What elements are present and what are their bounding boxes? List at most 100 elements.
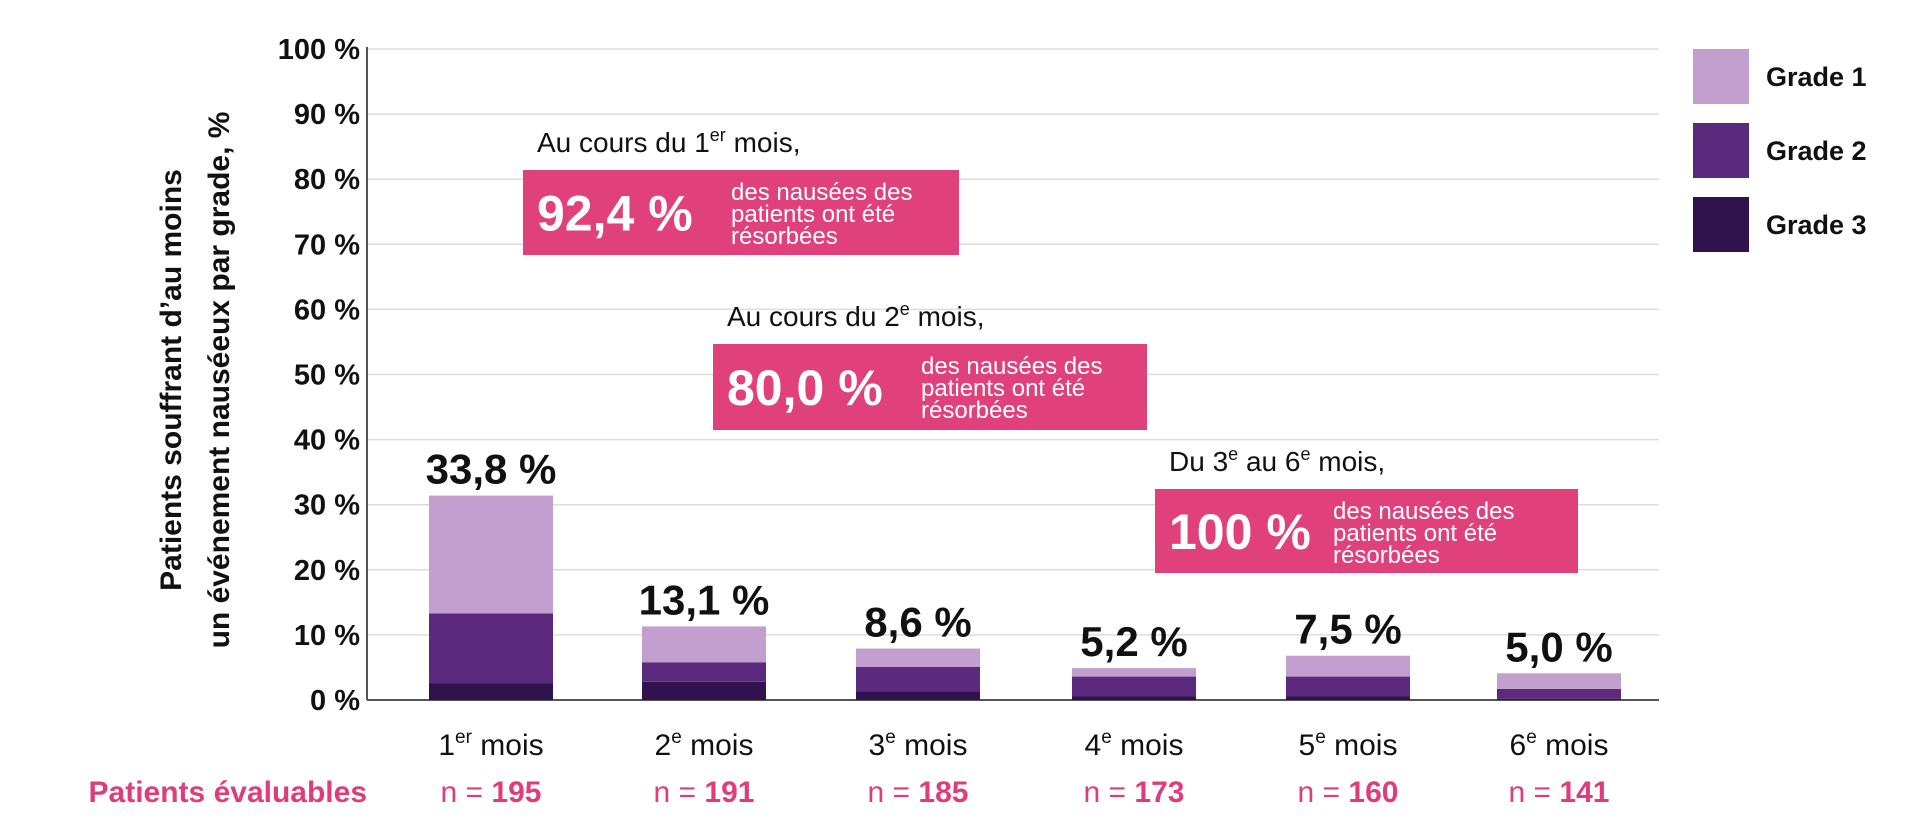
- n-value: 141: [1559, 776, 1609, 809]
- bar-total-label: 8,6 %: [864, 599, 971, 646]
- bar-segment-grade-2: [1072, 676, 1196, 697]
- x-tick-rest: mois: [472, 729, 544, 762]
- y-axis-title-line: Patients souffrant d’au moins: [155, 169, 188, 591]
- y-tick-label: 80 %: [294, 164, 360, 196]
- y-tick-label: 60 %: [294, 294, 360, 326]
- n-prefix: n =: [1298, 776, 1349, 809]
- x-tick-num: 3: [869, 729, 886, 762]
- bar-segment-grade-3: [1072, 696, 1196, 700]
- bar-total-label: 13,1 %: [639, 576, 770, 623]
- annotation-text-line: résorbées: [731, 223, 838, 250]
- x-tick-rest: mois: [1326, 729, 1398, 762]
- n-prefix: n =: [1084, 776, 1135, 809]
- annotation-header: Du 3e au 6e mois,: [1169, 444, 1385, 477]
- bar-segment-grade-3: [1286, 696, 1410, 700]
- annotation-text-line: patients ont été: [1333, 520, 1497, 547]
- annotation-text-line: résorbées: [1333, 542, 1440, 569]
- n-prefix: n =: [1509, 776, 1560, 809]
- n-value: 191: [704, 776, 754, 809]
- n-label: n = 195: [441, 776, 542, 809]
- n-prefix: n =: [654, 776, 705, 809]
- annotation-text-line: des nausées des: [1333, 498, 1514, 525]
- y-tick-label: 100 %: [278, 34, 360, 66]
- annotation-text-line: patients ont été: [921, 375, 1085, 402]
- annotation-text-line: des nausées des: [731, 179, 912, 206]
- x-tick-sup: e: [1101, 727, 1112, 748]
- annotation-callout: Du 3e au 6e mois, 100 % des nausées despat…: [1155, 444, 1578, 573]
- x-tick-num: 1: [438, 729, 455, 762]
- annotation-text-line: résorbées: [921, 397, 1028, 424]
- y-tick-label: 20 %: [294, 555, 360, 587]
- x-tick-label: 6e mois: [1510, 727, 1609, 762]
- n-label: n = 141: [1509, 776, 1610, 809]
- y-tick-label: 30 %: [294, 490, 360, 522]
- bar-segment-grade-3: [856, 691, 980, 700]
- y-axis-title: Patients souffrant d’au moins un événemen…: [155, 112, 236, 649]
- legend-swatch: [1693, 123, 1749, 178]
- legend-label: Grade 1: [1766, 62, 1867, 92]
- n-value: 173: [1134, 776, 1184, 809]
- y-axis-title-line: un événement nauséeux par grade, %: [203, 112, 236, 649]
- n-prefix: n =: [868, 776, 919, 809]
- annotation-header: Au cours du 2e mois,: [727, 299, 984, 332]
- bar-segment-grade-1: [642, 626, 766, 663]
- legend-label: Grade 3: [1766, 210, 1867, 240]
- bar-segment-grade-2: [1286, 676, 1410, 697]
- x-tick-sup: e: [1315, 727, 1326, 748]
- bar-segment-grade-3: [1497, 698, 1621, 700]
- annotation-text-line: des nausées des: [921, 353, 1102, 380]
- x-tick-rest: mois: [1112, 729, 1184, 762]
- x-tick-rest: mois: [1537, 729, 1609, 762]
- annotation-box: [713, 344, 1147, 430]
- annotation-value: 100 %: [1169, 504, 1311, 560]
- x-tick-rest: mois: [896, 729, 968, 762]
- y-tick-label: 50 %: [294, 360, 360, 392]
- bar-segment-grade-1: [1072, 668, 1196, 677]
- annotation-value: 92,4 %: [537, 186, 693, 242]
- x-tick-label: 5e mois: [1299, 727, 1398, 762]
- y-tick-label: 70 %: [294, 229, 360, 261]
- n-value: 160: [1348, 776, 1398, 809]
- bar-segment-grade-2: [429, 613, 553, 684]
- x-tick-sup: e: [671, 727, 682, 748]
- bar-segment-grade-2: [856, 666, 980, 692]
- y-tick-label: 0 %: [310, 685, 360, 717]
- legend-swatch: [1693, 49, 1749, 104]
- bar-total-label: 5,2 %: [1080, 618, 1187, 665]
- annotation-callout: Au cours du 2e mois, 80,0 % des nausées de…: [713, 299, 1147, 430]
- bar-segment-grade-2: [642, 662, 766, 682]
- x-tick-label: 2e mois: [655, 727, 754, 762]
- x-tick-rest: mois: [682, 729, 754, 762]
- x-tick-num: 2: [655, 729, 672, 762]
- n-value: 195: [491, 776, 541, 809]
- bar-total-label: 7,5 %: [1294, 606, 1401, 653]
- n-value: 185: [918, 776, 968, 809]
- x-tick-sup: er: [455, 727, 473, 748]
- n-label: n = 173: [1084, 776, 1185, 809]
- n-prefix: n =: [441, 776, 492, 809]
- x-tick-num: 5: [1299, 729, 1316, 762]
- y-tick-label: 90 %: [294, 99, 360, 131]
- annotation-box: [523, 170, 959, 255]
- n-label: n = 185: [868, 776, 969, 809]
- bar-total-label: 5,0 %: [1505, 623, 1612, 670]
- legend-swatch: [1693, 197, 1749, 252]
- x-tick-label: 3e mois: [869, 727, 968, 762]
- x-tick-num: 4: [1085, 729, 1102, 762]
- bar-segment-grade-1: [856, 648, 980, 667]
- annotation-value: 80,0 %: [727, 360, 883, 416]
- bar-segment-grade-3: [429, 683, 553, 700]
- n-label: n = 160: [1298, 776, 1399, 809]
- x-tick-sup: e: [1526, 727, 1537, 748]
- x-tick-label: 4e mois: [1085, 727, 1184, 762]
- annotation-box: [1155, 489, 1578, 573]
- bar-segment-grade-3: [642, 681, 766, 700]
- bar-segment-grade-1: [429, 495, 553, 614]
- bar-segment-grade-1: [1286, 655, 1410, 677]
- annotation-text-line: patients ont été: [731, 201, 895, 228]
- n-label: n = 191: [654, 776, 755, 809]
- y-tick-label: 40 %: [294, 425, 360, 457]
- evaluable-label: Patients évaluables: [89, 776, 367, 809]
- x-tick-sup: e: [885, 727, 896, 748]
